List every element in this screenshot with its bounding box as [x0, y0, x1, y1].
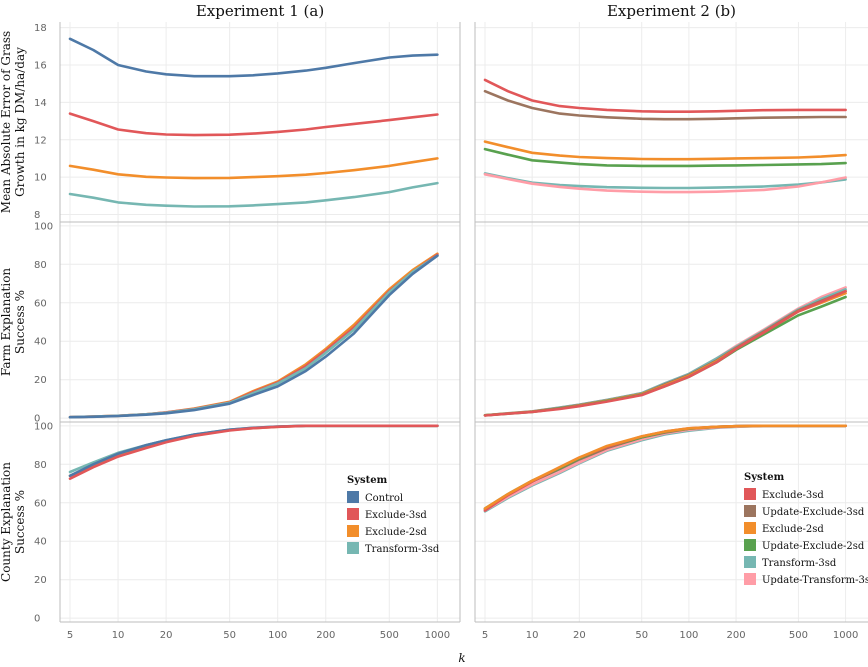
- y-tick-label: 10: [34, 173, 47, 184]
- y-tick-label: 100: [34, 421, 53, 432]
- y-axis-title-mae: Growth in kg DM/ha/day: [13, 47, 27, 197]
- y-tick-label: 40: [34, 537, 47, 548]
- series-line-county-exp2-exclude-2sd: [483, 424, 847, 510]
- series-line-mae-exp1-exclude-3sd: [68, 112, 439, 137]
- y-tick-label: 0: [34, 614, 40, 625]
- y-axis-title-farm: Success %: [13, 290, 27, 354]
- x-tick-label: 100: [268, 630, 287, 641]
- legend-item-label: Exclude-3sd: [762, 490, 824, 501]
- x-tick-label: 200: [727, 630, 746, 641]
- legend-swatch: [744, 573, 756, 585]
- series-line-county-exp1-control: [68, 424, 439, 478]
- legend-swatch: [347, 542, 359, 554]
- x-tick-label: 50: [223, 630, 236, 641]
- y-tick-label: 20: [34, 575, 47, 586]
- legend-swatch: [347, 491, 359, 503]
- x-tick-label: 200: [316, 630, 335, 641]
- x-tick-label: 500: [789, 630, 808, 641]
- series-line-farm-exp2-transform-3sd: [483, 287, 847, 417]
- y-tick-label: 12: [34, 135, 47, 146]
- series-line-mae-exp2-exclude-3sd: [483, 78, 847, 113]
- legend-item-label: Transform-3sd: [762, 558, 837, 569]
- legend-item-label: Exclude-2sd: [365, 527, 427, 538]
- y-tick-label: 60: [34, 498, 47, 509]
- legend-swatch: [744, 556, 756, 568]
- series-line-mae-exp2-update-transform-3sd: [483, 173, 847, 194]
- x-tick-label: 100: [679, 630, 698, 641]
- x-tick-label: 5: [67, 630, 73, 641]
- x-axis-title: k: [458, 651, 465, 665]
- y-axis-title-county: County Explanation: [0, 462, 13, 582]
- series-line-mae-exp2-transform-3sd: [483, 172, 847, 190]
- legend-title-exp1: System: [347, 475, 388, 486]
- legend-swatch: [347, 508, 359, 520]
- legend-title-exp2: System: [744, 472, 785, 483]
- series-line-mae-exp2-update-exclude-3sd: [483, 89, 847, 121]
- x-tick-label: 10: [112, 630, 125, 641]
- legend-item-label: Update-Exclude-2sd: [762, 541, 865, 552]
- y-tick-label: 16: [34, 60, 47, 71]
- panel-title-exp2: Experiment 2 (b): [607, 2, 736, 20]
- y-axis-title-mae: Mean Absolute Error of Grass: [0, 31, 13, 213]
- legend-item-label: Update-Transform-3sd: [762, 575, 868, 586]
- series-line-farm-exp2-update-transform-3sd: [483, 286, 847, 417]
- series-line-mae-exp2-update-exclude-2sd: [483, 147, 847, 168]
- series-line-county-exp1-transform-3sd: [68, 424, 439, 474]
- y-tick-label: 80: [34, 260, 47, 271]
- series-line-mae-exp1-exclude-2sd: [68, 157, 439, 180]
- legend-item-label: Exclude-3sd: [365, 510, 427, 521]
- x-tick-label: 1000: [425, 630, 450, 641]
- y-tick-label: 8: [34, 210, 40, 221]
- legend-swatch: [744, 505, 756, 517]
- legend-item-label: Control: [365, 493, 403, 504]
- x-tick-label: 10: [526, 630, 539, 641]
- legend-swatch: [744, 488, 756, 500]
- series-line-farm-exp2-exclude-3sd: [483, 289, 847, 417]
- series-line-mae-exp1-control: [68, 37, 439, 78]
- legend-item-label: Exclude-2sd: [762, 524, 824, 535]
- legend-item-label: Transform-3sd: [365, 544, 440, 555]
- series-line-county-exp1-exclude-3sd: [68, 424, 439, 481]
- y-axis-title-farm: Farm Explanation: [0, 268, 13, 377]
- y-tick-label: 18: [34, 23, 47, 34]
- series-line-mae-exp2-exclude-2sd: [483, 140, 847, 161]
- y-tick-label: 40: [34, 337, 47, 348]
- series-line-farm-exp2-update-exclude-3sd: [483, 289, 847, 417]
- series-line-mae-exp1-transform-3sd: [68, 181, 439, 208]
- x-tick-label: 5: [482, 630, 488, 641]
- y-tick-label: 100: [34, 221, 53, 232]
- y-tick-label: 80: [34, 460, 47, 471]
- x-tick-label: 20: [573, 630, 586, 641]
- y-axis-title-county: Success %: [13, 490, 27, 554]
- x-tick-label: 1000: [833, 630, 858, 641]
- x-tick-label: 500: [380, 630, 399, 641]
- x-tick-label: 50: [635, 630, 648, 641]
- legend-swatch: [744, 539, 756, 551]
- y-tick-label: 0: [34, 414, 40, 425]
- y-tick-label: 20: [34, 375, 47, 386]
- series-line-farm-exp1-control: [68, 254, 439, 419]
- legend-swatch: [744, 522, 756, 534]
- panel-title-exp1: Experiment 1 (a): [196, 2, 324, 20]
- y-tick-label: 60: [34, 298, 47, 309]
- x-tick-label: 20: [160, 630, 173, 641]
- legend-swatch: [347, 525, 359, 537]
- series-line-farm-exp1-transform-3sd: [68, 254, 439, 419]
- y-tick-label: 14: [34, 98, 47, 109]
- legend-item-label: Update-Exclude-3sd: [762, 507, 865, 518]
